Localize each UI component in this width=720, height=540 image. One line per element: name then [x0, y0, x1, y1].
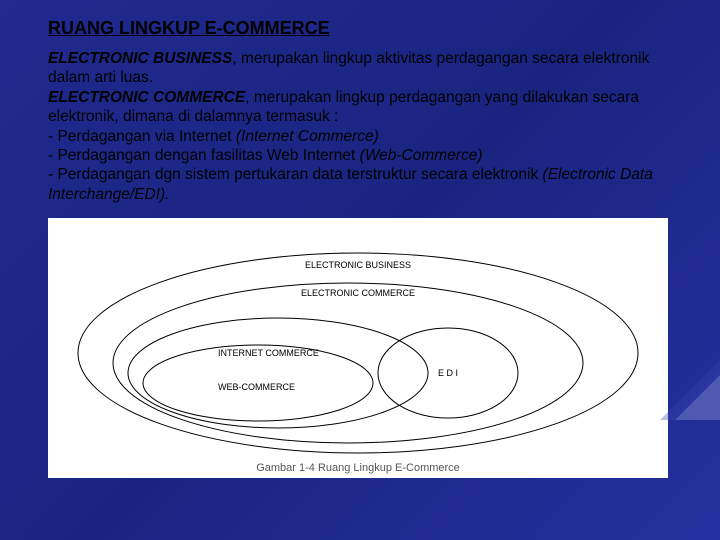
- list-item-1: - Perdagangan via Internet (Internet Com…: [48, 127, 672, 146]
- list-item-2: - Perdagangan dengan fasilitas Web Inter…: [48, 146, 672, 165]
- label-wc: WEB-COMMERCE: [218, 382, 295, 392]
- li1-text: - Perdagangan via Internet: [48, 128, 236, 145]
- paragraph-ec: ELECTRONIC COMMERCE, merupakan lingkup p…: [48, 88, 672, 127]
- label-edi: E D I: [438, 368, 458, 378]
- ellipse-ec: [113, 283, 583, 443]
- label-ec: ELECTRONIC COMMERCE: [301, 288, 415, 298]
- list-item-3: - Perdagangan dgn sistem pertukaran data…: [48, 165, 672, 204]
- page-title: RUANG LINGKUP E-COMMERCE: [48, 18, 672, 39]
- diagram-caption: Gambar 1-4 Ruang Lingkup E-Commerce: [48, 462, 668, 474]
- li3-text: - Perdagangan dgn sistem pertukaran data…: [48, 166, 543, 183]
- ellipse-ic: [128, 318, 428, 428]
- term-ec: ELECTRONIC COMMERCE: [48, 89, 245, 106]
- li2-text: - Perdagangan dengan fasilitas Web Inter…: [48, 147, 360, 164]
- venn-diagram: ELECTRONIC BUSINESS ELECTRONIC COMMERCE …: [48, 218, 668, 478]
- paragraph-eb: ELECTRONIC BUSINESS, merupakan lingkup a…: [48, 49, 672, 88]
- label-ic: INTERNET COMMERCE: [218, 348, 319, 358]
- li1-term: (Internet Commerce): [236, 128, 379, 145]
- term-eb: ELECTRONIC BUSINESS: [48, 50, 232, 67]
- label-eb: ELECTRONIC BUSINESS: [305, 260, 411, 270]
- body-text: ELECTRONIC BUSINESS, merupakan lingkup a…: [48, 49, 672, 204]
- diagram-container: ELECTRONIC BUSINESS ELECTRONIC COMMERCE …: [48, 218, 668, 478]
- li2-term: (Web-Commerce): [360, 147, 483, 164]
